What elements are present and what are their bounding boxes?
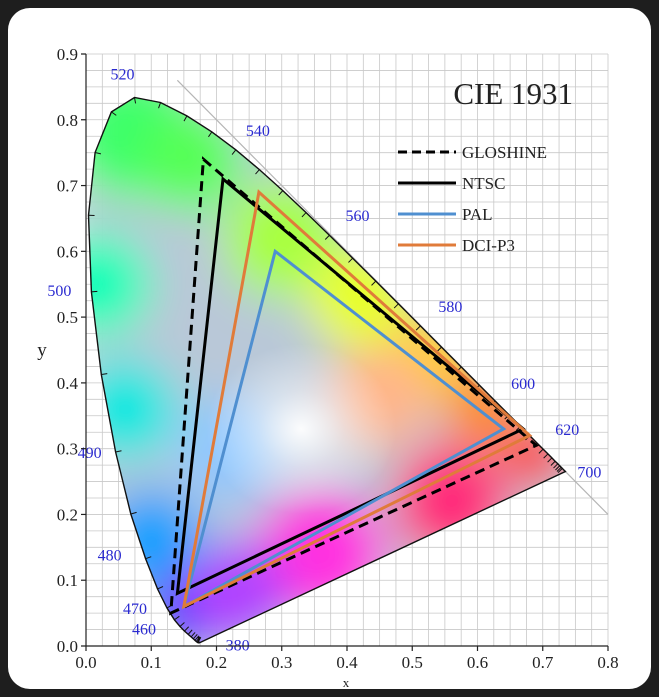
y-tick-label: 0.0 bbox=[57, 637, 78, 656]
y-tick-label: 0.7 bbox=[57, 177, 79, 196]
wavelength-tick bbox=[371, 280, 377, 286]
wavelength-label-560: 560 bbox=[345, 208, 369, 225]
wavelength-tick bbox=[278, 190, 284, 196]
wavelength-tick bbox=[195, 636, 201, 642]
wavelength-label-580: 580 bbox=[438, 299, 462, 316]
y-tick-label: 0.5 bbox=[57, 308, 78, 327]
wavelength-tick bbox=[179, 622, 185, 627]
wavelength-tick bbox=[115, 450, 122, 453]
wavelength-tick bbox=[130, 511, 137, 515]
wavelength-tick bbox=[415, 325, 421, 331]
wavelength-tick bbox=[196, 637, 202, 643]
gamut-triangles bbox=[169, 156, 539, 616]
x-tick-label: 0.5 bbox=[402, 653, 423, 672]
legend-label-gloshine: GLOSHINE bbox=[462, 143, 547, 162]
x-tick-label: 0.1 bbox=[141, 653, 162, 672]
wavelength-label-490: 490 bbox=[78, 445, 102, 462]
wavelength-tick bbox=[158, 102, 161, 109]
gamut-triangle-ntsc bbox=[175, 176, 526, 596]
wavelength-tick bbox=[231, 149, 237, 155]
wavelength-label-480: 480 bbox=[98, 548, 122, 565]
wavelength-tick bbox=[348, 257, 354, 263]
y-tick-label: 0.1 bbox=[57, 571, 78, 590]
legend-label-pal: PAL bbox=[462, 205, 493, 224]
wavelength-tick bbox=[555, 465, 561, 471]
wavelength-label-540: 540 bbox=[246, 123, 270, 140]
wavelength-tick bbox=[174, 615, 180, 621]
gamut-triangle-dci-p3 bbox=[181, 189, 533, 610]
wavelength-tick bbox=[133, 97, 137, 104]
wavelength-tick bbox=[183, 115, 188, 122]
chart-card: 380 460 470 480 490 500 520 540 560 580 600 620 700 … bbox=[8, 8, 651, 689]
wavelength-label-620: 620 bbox=[555, 422, 579, 439]
wavelength-label-500: 500 bbox=[47, 283, 71, 300]
wavelength-label-700: 700 bbox=[577, 464, 601, 481]
wavelength-tick bbox=[543, 453, 549, 459]
x-tick-label: 0.2 bbox=[206, 653, 227, 672]
y-tick-label: 0.8 bbox=[57, 111, 78, 130]
wavelength-tick bbox=[255, 169, 260, 175]
wavelength-tick bbox=[184, 626, 190, 632]
y-tick-label: 0.6 bbox=[57, 242, 78, 261]
wavelength-label-520: 520 bbox=[110, 67, 134, 84]
wavelength-tick bbox=[187, 629, 193, 635]
y-axis-label: y bbox=[37, 340, 47, 361]
x-tick-label: 0.8 bbox=[597, 653, 618, 672]
x-tick-label: 0.3 bbox=[271, 653, 292, 672]
wavelength-tick bbox=[194, 635, 200, 641]
axes: 0.0 0.1 0.2 0.3 0.4 0.5 0.6 0.7 0.8 0.0 0.1 0.2 0.3 0… bbox=[57, 45, 619, 672]
wavelength-tick bbox=[145, 556, 152, 560]
wavelength-tick bbox=[556, 466, 562, 472]
wavelength-label-600: 600 bbox=[511, 376, 535, 393]
wavelength-tick bbox=[111, 111, 117, 116]
white-point-glow bbox=[206, 343, 397, 514]
legend-label-dci-p3: DCI-P3 bbox=[462, 236, 515, 255]
wavelength-tick bbox=[192, 634, 198, 640]
x-tick-label: 0.7 bbox=[532, 653, 554, 672]
x-tick-label: 0.0 bbox=[75, 653, 96, 672]
legend-label-ntsc: NTSC bbox=[462, 174, 505, 193]
legend: GLOSHINE NTSC PAL DCI-P3 bbox=[398, 143, 547, 255]
y-tick-label: 0.4 bbox=[57, 374, 79, 393]
wavelength-tick bbox=[190, 632, 196, 638]
wavelength-tick bbox=[547, 457, 553, 463]
wavelength-tick bbox=[324, 234, 330, 240]
wavelength-label-470: 470 bbox=[123, 601, 147, 618]
x-tick-label: 0.4 bbox=[336, 653, 358, 672]
x-axis-label: x bbox=[343, 675, 350, 689]
wavelength-tick bbox=[393, 303, 399, 309]
chart-title: CIE 1931 bbox=[453, 76, 573, 111]
wavelength-tick bbox=[436, 346, 442, 352]
wavelength-tick bbox=[557, 468, 563, 473]
wavelength-label-460: 460 bbox=[132, 621, 156, 638]
y-tick-label: 0.2 bbox=[57, 505, 78, 524]
y-tick-label: 0.9 bbox=[57, 45, 78, 64]
wavelength-tick bbox=[157, 586, 164, 590]
wavelength-tick bbox=[553, 463, 559, 469]
wavelength-tick bbox=[538, 448, 544, 454]
cie-1931-chart: 380460470480490500520540560580600620700 … bbox=[37, 45, 619, 689]
wavelength-tick bbox=[101, 373, 108, 376]
wavelength-tick bbox=[208, 131, 213, 138]
gamut-triangle-pal bbox=[181, 248, 507, 610]
wavelength-tick bbox=[550, 460, 556, 466]
x-tick-label: 0.6 bbox=[467, 653, 488, 672]
y-tick-label: 0.3 bbox=[57, 440, 78, 459]
wavelength-tick bbox=[94, 152, 102, 155]
wavelength-tick bbox=[301, 212, 307, 218]
